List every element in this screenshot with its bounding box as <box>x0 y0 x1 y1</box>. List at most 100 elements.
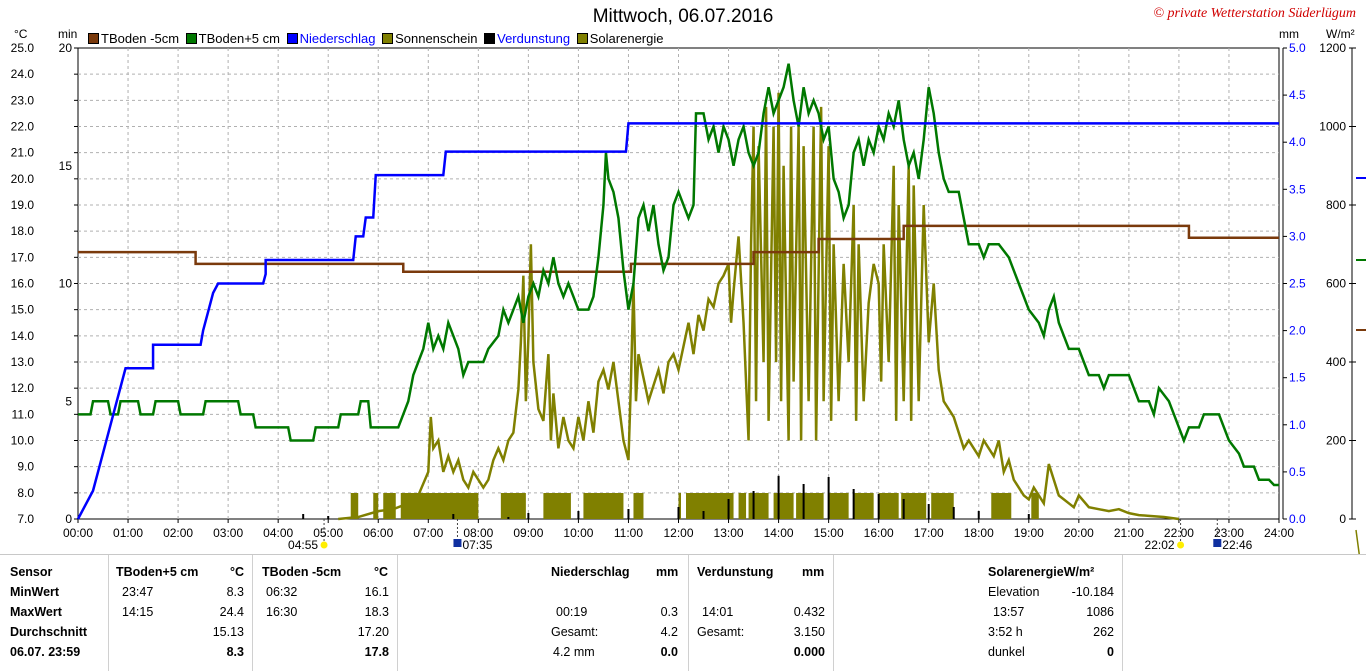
x-tick-label: 21:00 <box>1114 526 1144 540</box>
temp-tick-label: 9.0 <box>17 460 34 474</box>
x-tick-label: 24:00 <box>1264 526 1294 540</box>
solar-header: SolarenergieW/m² <box>988 565 1095 579</box>
rain-last-val: 0.0 <box>660 645 678 659</box>
tplus-max-val: 24.4 <box>219 605 244 619</box>
sonnenschein-bar <box>678 493 682 519</box>
wm2-tick-label: 0 <box>1339 512 1346 526</box>
temp-tick-label: 15.0 <box>11 303 35 317</box>
solar-dark-val: 0 <box>1107 645 1114 659</box>
sonnenschein-bar <box>901 493 927 519</box>
wm2-tick-label: 200 <box>1326 434 1346 448</box>
x-tick-label: 10:00 <box>563 526 593 540</box>
evap-sum-label: Gesamt: <box>697 625 745 639</box>
legend-item-verdunstung: Verdunstung <box>484 31 570 46</box>
x-tick-label: 20:00 <box>1064 526 1094 540</box>
temp-tick-label: 12.0 <box>11 381 35 395</box>
sonnenschein-bar <box>738 493 747 519</box>
tplus-avg: 15.13 <box>212 625 244 639</box>
chart-canvas: 00:00 01:00 02:00 03:00 04:00 05:00 06:00 07:00… <box>11 41 1366 554</box>
sonnenschein-bar <box>878 493 899 519</box>
evap-now: 0.000 <box>793 645 825 659</box>
minutes-unit-label: min <box>58 27 78 41</box>
sonnenschein-bar <box>686 493 734 519</box>
x-tick-label: 07:00 <box>413 526 443 540</box>
sun-icon <box>320 541 328 549</box>
x-tick-label: 01:00 <box>113 526 143 540</box>
minutes-tick-label: 5 <box>65 394 72 408</box>
temp-tick-label: 25.0 <box>11 41 35 55</box>
tplus-min-time: 23:47 <box>122 585 154 599</box>
sonnenschein-bar <box>748 493 769 519</box>
x-tick-label: 06:00 <box>363 526 393 540</box>
sonnenschein-bar <box>350 493 359 519</box>
legend-item-tboden-minus5: TBoden -5cm <box>88 31 179 46</box>
solarenergie-line <box>338 92 1180 521</box>
mm-tick-label: 4.0 <box>1289 135 1306 149</box>
wm2-unit-label: W/m² <box>1326 27 1355 41</box>
sonnenschein-bar <box>543 493 571 519</box>
tplus-max-time: 14:15 <box>122 605 154 619</box>
x-tick-label: 14:00 <box>764 526 794 540</box>
temp-unit-label: °C <box>14 27 28 41</box>
legend-item-solarenergie: Solarenergie <box>576 31 663 46</box>
tminus-unit: °C <box>374 565 389 579</box>
x-tick-label: 04:00 <box>263 526 293 540</box>
sonnenschein-bar <box>383 493 396 519</box>
x-tick-label: 19:00 <box>1014 526 1044 540</box>
rain-max-val: 0.3 <box>660 605 678 619</box>
wm2-tick-label: 1000 <box>1319 120 1346 134</box>
temp-tick-label: 14.0 <box>11 329 35 343</box>
solar-dark-label: dunkel <box>988 645 1025 659</box>
sonnenschein-bar <box>796 493 824 519</box>
wm2-tick-label: 400 <box>1326 355 1346 369</box>
tplus-unit: °C <box>230 565 245 579</box>
sun-event-label: 04:55 <box>288 538 318 552</box>
tminus-avg: 17.20 <box>357 625 389 639</box>
x-tick-label: 12:00 <box>663 526 693 540</box>
x-tick-label: 22:00 <box>1164 526 1194 540</box>
sun-event-label: 22:46 <box>1222 538 1252 552</box>
minwert-label: MinWert <box>10 585 60 599</box>
sonnenschein-bar <box>991 493 1012 519</box>
rain-last-label: 4.2 mm <box>553 645 595 659</box>
temp-tick-label: 8.0 <box>17 486 34 500</box>
sonnenschein-bar <box>500 493 526 519</box>
temp-tick-label: 23.0 <box>11 93 35 107</box>
solar-elev-label: Elevation <box>988 585 1040 599</box>
evap-max-time: 14:01 <box>702 605 734 619</box>
evap-header: Verdunstung <box>697 565 774 579</box>
current-timestamp: 06.07. 23:59 <box>10 645 81 659</box>
mm-tick-label: 5.0 <box>1289 41 1306 55</box>
wm2-tick-label: 1200 <box>1319 41 1346 55</box>
solar-max-val: 1086 <box>1086 605 1114 619</box>
stats-table: Sensor MinWert MaxWert Durchschnitt 06.0… <box>0 554 1366 671</box>
rain-header: Niederschlag <box>551 565 630 579</box>
sensor-header: Sensor <box>10 565 53 579</box>
mm-tick-label: 1.0 <box>1289 418 1306 432</box>
sun-event-label: 07:35 <box>462 538 492 552</box>
temp-tick-label: 20.0 <box>11 172 35 186</box>
temp-tick-label: 24.0 <box>11 67 35 81</box>
x-tick-label: 08:00 <box>463 526 493 540</box>
solar-sun-label: 3:52 h <box>988 625 1023 639</box>
x-tick-label: 17:00 <box>914 526 944 540</box>
sun-icon <box>1177 541 1185 549</box>
tboden-plus5-line <box>78 63 1279 487</box>
wm2-tick-label: 600 <box>1326 277 1346 291</box>
rain-sum-label: Gesamt: <box>551 625 599 639</box>
tminus-min-val: 16.1 <box>364 585 389 599</box>
evap-max-val: 0.432 <box>793 605 825 619</box>
x-tick-label: 11:00 <box>614 526 643 540</box>
sonnenschein-bar <box>583 493 624 519</box>
chart-title: Mittwoch, 06.07.2016 <box>592 6 774 27</box>
tminus-max-val: 18.3 <box>364 605 389 619</box>
tminus-min-time: 06:32 <box>266 585 298 599</box>
minutes-tick-label: 0 <box>65 512 72 526</box>
temp-tick-label: 18.0 <box>11 224 35 238</box>
sonnenschein-bar <box>633 493 644 519</box>
wm2-tick-label: 800 <box>1326 198 1346 212</box>
x-tick-label: 03:00 <box>213 526 243 540</box>
legend-item-tboden-plus5: TBoden+5 cm <box>185 31 280 46</box>
temp-tick-label: 10.0 <box>11 434 35 448</box>
x-tick-label: 02:00 <box>163 526 193 540</box>
